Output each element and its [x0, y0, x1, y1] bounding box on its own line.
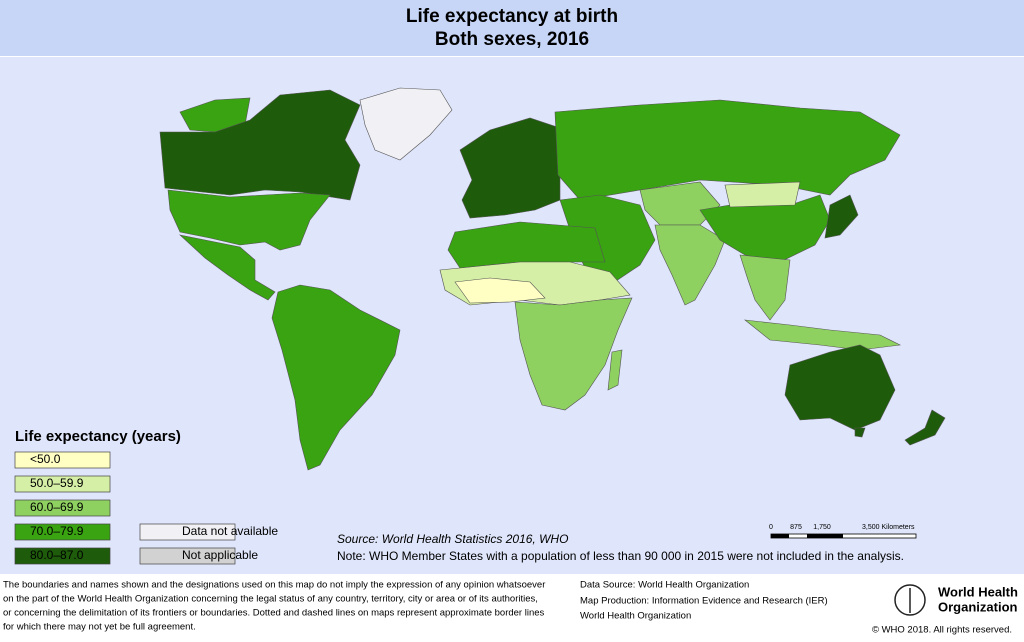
southeast-asia: [739, 254, 791, 321]
who-logo: World Health Organization: [894, 584, 1018, 616]
tasmania: [854, 427, 866, 438]
credit: World Health Organization: [580, 611, 691, 622]
west-africa: [454, 277, 546, 304]
usa: [167, 189, 331, 251]
scale-label: 3,500 Kilometers: [862, 524, 915, 531]
scale-bar: 0 875 1,750 3,500 Kilometers: [769, 524, 917, 539]
legend-swatch: [14, 451, 111, 469]
scale-label: 875: [790, 524, 802, 531]
scale-label: 0: [769, 524, 773, 531]
scale-bar-seg: [771, 534, 789, 538]
legend-label: Data not available: [182, 524, 278, 538]
title: Life expectancy at birth: [406, 6, 618, 27]
source: Source: World Health Statistics 2016, WH…: [337, 532, 568, 546]
mongolia: [724, 181, 801, 208]
disclaimer: or concerning the delimitation of its fr…: [3, 608, 545, 619]
logo-text: Organization: [938, 599, 1018, 614]
scale-bar-frame: [770, 533, 917, 539]
legend: <50.0 50.0–59.9 60.0–69.9 70.0–79.9 80.0–87.…: [14, 451, 278, 565]
japan: [824, 194, 859, 239]
disclaimer: The boundaries and names shown and the d…: [3, 580, 545, 591]
madagascar: [607, 349, 623, 391]
legend-label: 80.0–87.0: [30, 548, 84, 562]
canada: [159, 89, 361, 201]
legend-label: 70.0–79.9: [30, 524, 84, 538]
legend-label: 50.0–59.9: [30, 476, 84, 490]
greenland: [359, 87, 453, 161]
europe: [459, 117, 561, 219]
legend-swatch: [139, 523, 236, 541]
credit: Data Source: World Health Organization: [580, 580, 749, 591]
header-band: [0, 0, 1024, 56]
scale-label: 1,750: [813, 524, 831, 531]
note: Note: WHO Member States with a populatio…: [337, 549, 904, 563]
legend-title: Life expectancy (years): [15, 428, 181, 445]
legend-label: Not applicable: [182, 548, 258, 562]
copyright: © WHO 2018. All rights reserved.: [872, 625, 1012, 636]
legend-swatch: [139, 547, 236, 565]
logo-text: World Health: [938, 584, 1018, 599]
legend-label: 60.0–69.9: [30, 500, 84, 514]
legend-swatch: [14, 499, 111, 517]
scale-bar-seg: [807, 534, 843, 538]
subtitle: Both sexes, 2016: [435, 29, 589, 50]
legend-label: <50.0: [30, 452, 61, 466]
legend-swatch: [14, 475, 111, 493]
world-map: [159, 87, 946, 471]
disclaimer: for which there may not yet be full agre…: [3, 622, 196, 633]
south-asia: [654, 224, 726, 306]
indonesia: [744, 319, 902, 351]
disclaimer: on the part of the World Health Organiza…: [3, 594, 538, 605]
australia: [784, 344, 896, 431]
central-southern-africa: [514, 297, 633, 411]
legend-swatch: [14, 547, 111, 565]
south-america: [271, 284, 401, 471]
legend-swatch: [14, 523, 111, 541]
credit: Map Production: Information Evidence and…: [580, 596, 828, 607]
mexico-central-america: [179, 234, 276, 301]
logo-emblem: [894, 584, 926, 616]
new-zealand: [904, 409, 946, 446]
